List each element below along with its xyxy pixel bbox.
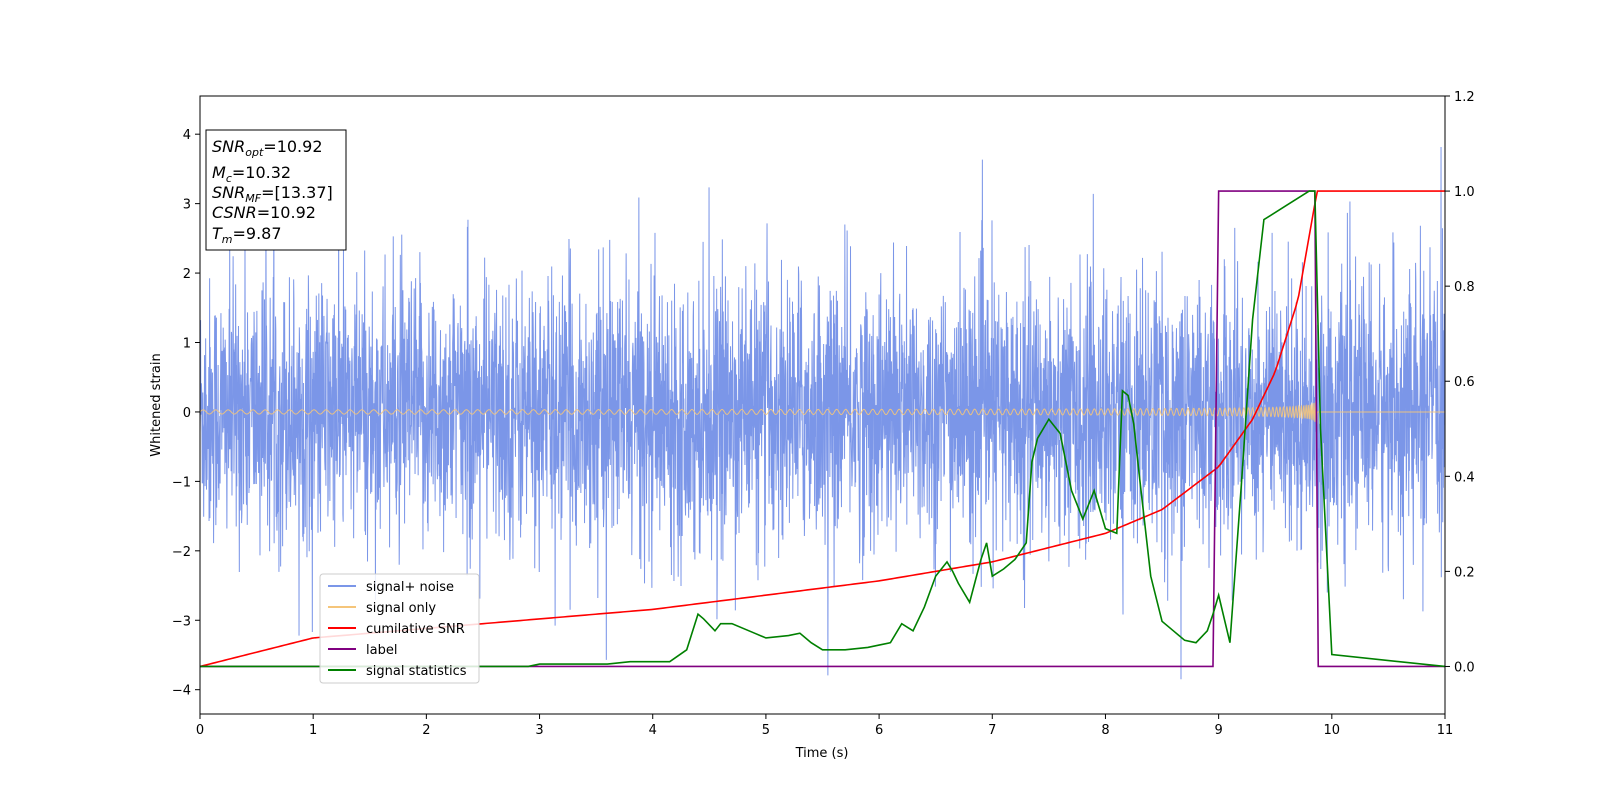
y-right-tick-label: 0.6: [1454, 375, 1475, 390]
annotation-line: Tm=9.87: [212, 224, 282, 246]
series-signal-statistics: [200, 190, 1445, 668]
series-label: [200, 190, 1445, 668]
series-signal-only: [200, 400, 1445, 425]
x-tick-label: 1: [309, 723, 317, 738]
x-tick-label: 6: [875, 723, 883, 738]
y-left-tick-label: 0: [183, 406, 191, 421]
x-tick-label: 3: [535, 723, 543, 738]
x-axis: 0 1 2 3 4 5 6 7 8 9 10 11: [196, 714, 1453, 738]
annotation-box: SNRopt=10.92 Mc=10.32SNRMF=[13.37]CSNR=10…: [205, 129, 347, 251]
y-left-tick-label: 2: [183, 267, 191, 282]
x-tick-label: 9: [1214, 723, 1222, 738]
annotation-frame: [205, 129, 347, 251]
y-right-tick-label: 0.0: [1454, 660, 1475, 675]
y-right-tick-label: 1.2: [1454, 90, 1475, 105]
y-left-tick-label: 4: [183, 128, 191, 143]
x-tick-label: 7: [988, 723, 996, 738]
legend-entry: label: [366, 643, 397, 658]
legend-frame: [319, 573, 480, 684]
legend-entry: signal+ noise: [366, 580, 454, 595]
x-tick-label: 2: [422, 723, 430, 738]
legend: signal+ noise signal only cumilative SNR la…: [319, 573, 480, 684]
y-left-tick-label: −2: [172, 545, 191, 560]
annotation-line: CSNR=10.92: [212, 203, 316, 222]
y-right-tick-label: 0.4: [1454, 470, 1475, 485]
annotation-line: SNRopt=10.92: [212, 137, 323, 159]
x-tick-label: 11: [1437, 723, 1454, 738]
annotation-line: SNRMF=[13.37]: [212, 183, 333, 205]
y-axis-right: 0.0 0.2 0.4 0.6 0.8 1.0 1.2: [1445, 90, 1475, 675]
y-left-tick-label: 3: [183, 198, 191, 213]
y-left-tick-label: −4: [172, 684, 191, 699]
legend-entry: signal statistics: [366, 664, 467, 679]
y-left-tick-label: −1: [172, 475, 191, 490]
annotation-line: Mc=10.32: [212, 163, 291, 185]
x-axis-label: Time (s): [795, 746, 849, 761]
x-tick-label: 0: [196, 723, 204, 738]
y-right-tick-label: 1.0: [1454, 185, 1475, 200]
x-tick-label: 8: [1101, 723, 1109, 738]
x-tick-label: 10: [1324, 723, 1341, 738]
x-tick-label: 4: [649, 723, 657, 738]
plot-frame: [199, 95, 1446, 715]
y-axis-label: Whitened strain: [149, 353, 164, 456]
y-left-tick-label: 1: [183, 337, 191, 352]
y-left-tick-label: −3: [172, 614, 191, 629]
legend-entry: signal only: [366, 601, 436, 616]
y-axis-left: −4 −3 −2 −1 0 1 2 3 4: [172, 128, 200, 699]
series-signal-noise: [200, 147, 1445, 680]
y-right-tick-label: 0.8: [1454, 280, 1475, 295]
x-tick-label: 5: [762, 723, 770, 738]
y-right-tick-label: 0.2: [1454, 565, 1475, 580]
legend-entry: cumilative SNR: [366, 622, 465, 637]
